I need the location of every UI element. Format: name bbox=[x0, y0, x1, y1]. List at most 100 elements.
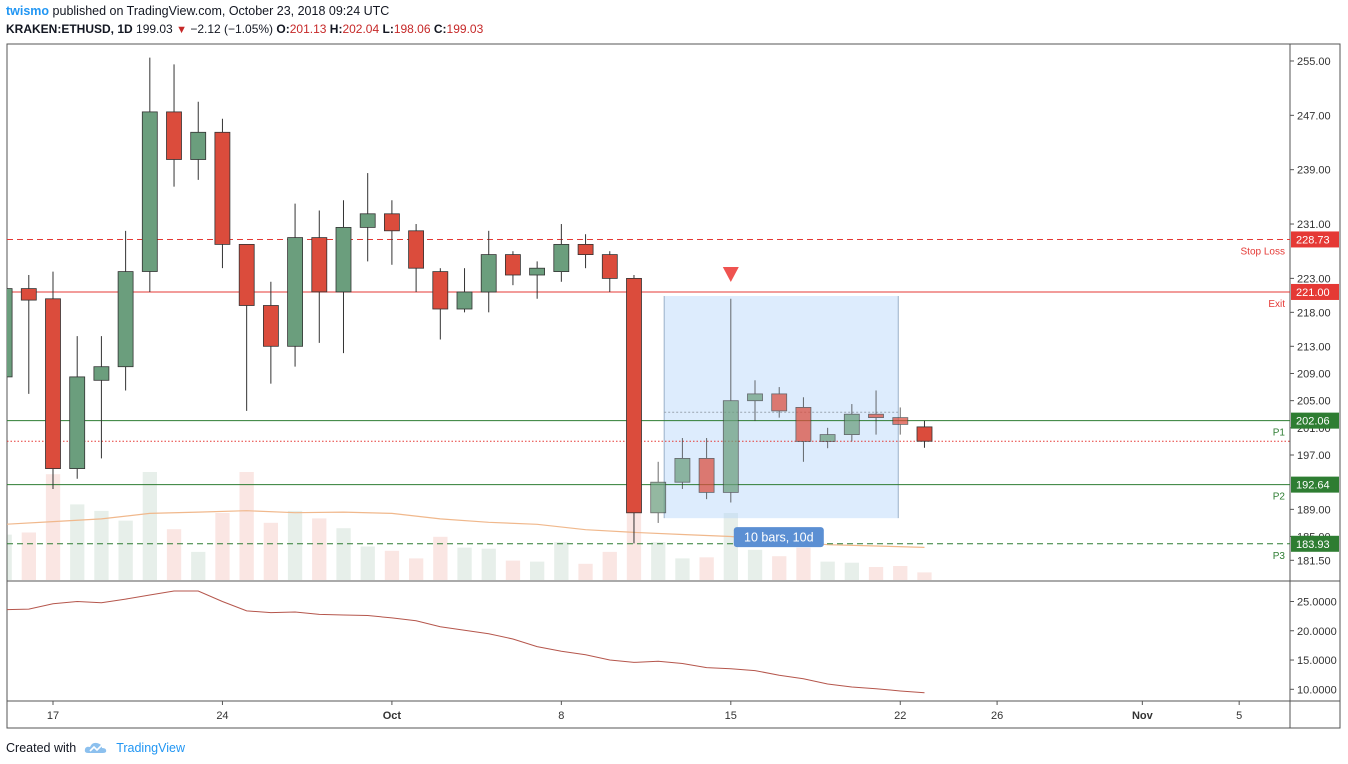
candle bbox=[892, 407, 909, 435]
volume-bar bbox=[675, 558, 690, 580]
candle-body bbox=[892, 417, 909, 425]
candle bbox=[262, 281, 279, 384]
candle-body bbox=[190, 131, 207, 160]
volume-bar bbox=[481, 548, 496, 580]
volume-bar bbox=[796, 547, 811, 580]
candle bbox=[795, 397, 812, 462]
time-tick-label: 5 bbox=[1236, 710, 1242, 722]
volume-bar bbox=[7, 534, 12, 580]
candle bbox=[698, 438, 715, 500]
candle bbox=[577, 234, 594, 269]
candle bbox=[359, 173, 376, 262]
level-name: P2 bbox=[1273, 492, 1286, 503]
tradingview-cloud-icon bbox=[84, 742, 107, 753]
price-tag-label: 202.06 bbox=[1296, 416, 1330, 428]
candle bbox=[141, 57, 158, 292]
time-tick-label: 8 bbox=[558, 710, 564, 722]
candle-body bbox=[795, 406, 812, 442]
price-tick-label: 247.00 bbox=[1297, 110, 1331, 122]
volume-bar bbox=[384, 550, 400, 580]
price-tag-label: 228.73 bbox=[1296, 234, 1330, 246]
candle bbox=[45, 271, 61, 489]
candle-body bbox=[359, 213, 376, 228]
osc-tick-label: 10.0000 bbox=[1297, 684, 1337, 696]
candle bbox=[529, 261, 545, 299]
price-tick-label: 197.00 bbox=[1297, 450, 1331, 462]
volume-bar bbox=[336, 528, 351, 580]
price-change: −2.12 (−1.05%) bbox=[190, 22, 274, 36]
osc-tick-label: 20.0000 bbox=[1297, 626, 1337, 638]
candle-body bbox=[45, 298, 61, 469]
price-tag-box bbox=[1291, 283, 1339, 300]
candle bbox=[432, 268, 449, 340]
price-tick-label: 231.00 bbox=[1297, 219, 1331, 231]
candle bbox=[868, 390, 884, 435]
ohlc-legend: KRAKEN:ETHUSD, 1D 199.03 ▼ −2.12 (−1.05%… bbox=[6, 22, 483, 36]
candle bbox=[335, 200, 352, 354]
candle bbox=[20, 274, 37, 394]
candle bbox=[601, 251, 618, 292]
candle bbox=[166, 64, 182, 187]
candle-body bbox=[311, 237, 328, 293]
candle bbox=[383, 200, 400, 265]
volume-bar bbox=[868, 567, 884, 580]
price-tag-label: 192.64 bbox=[1296, 480, 1330, 492]
candle bbox=[311, 210, 328, 343]
volume-bar bbox=[893, 566, 908, 580]
volume-bar bbox=[844, 562, 859, 580]
symbol-label[interactable]: KRAKEN:ETHUSD, 1D bbox=[6, 22, 133, 36]
candle-body bbox=[287, 237, 304, 347]
high-value: 202.04 bbox=[342, 22, 380, 36]
oscillator-pane bbox=[7, 590, 925, 694]
price-tick-label: 189.00 bbox=[1297, 504, 1331, 516]
volume-bar bbox=[142, 472, 157, 580]
low-label: L: bbox=[382, 22, 394, 36]
tradingview-link[interactable]: TradingView bbox=[116, 741, 185, 755]
price-tag-box bbox=[1291, 535, 1339, 552]
level-name: P3 bbox=[1273, 551, 1286, 562]
candle-body bbox=[553, 243, 570, 272]
price-tick-label: 255.00 bbox=[1297, 56, 1331, 68]
candle-body bbox=[456, 291, 473, 310]
candle bbox=[93, 336, 110, 459]
price-tag-label: 221.00 bbox=[1296, 287, 1330, 299]
candle-body bbox=[650, 481, 667, 514]
volume-bar bbox=[94, 510, 109, 580]
candle-body bbox=[432, 271, 449, 310]
candle bbox=[7, 288, 13, 378]
volume-bar bbox=[166, 529, 182, 580]
candle-body bbox=[504, 254, 521, 276]
candle bbox=[674, 438, 691, 489]
candle-body bbox=[480, 254, 497, 293]
price-tick-label: 181.50 bbox=[1297, 555, 1331, 567]
price-tick-label: 209.00 bbox=[1297, 368, 1331, 380]
volume-bar bbox=[263, 522, 278, 580]
volume-bar bbox=[457, 547, 472, 580]
volume-bar bbox=[191, 551, 206, 580]
volume-bar bbox=[45, 474, 61, 580]
candle bbox=[117, 230, 134, 391]
candle bbox=[456, 268, 473, 313]
time-tick-label: 17 bbox=[47, 710, 59, 722]
volume-bar bbox=[239, 472, 254, 580]
publish-info: published on TradingView.com, October 23… bbox=[52, 4, 390, 18]
open-label: O: bbox=[276, 22, 290, 36]
candle-body bbox=[626, 277, 642, 514]
high-label: H: bbox=[329, 22, 343, 36]
volume-bar bbox=[312, 518, 327, 580]
candle bbox=[626, 274, 642, 544]
candle-body bbox=[843, 413, 860, 436]
price-tick-label: 218.00 bbox=[1297, 307, 1331, 319]
range-label-box bbox=[733, 527, 824, 548]
candle bbox=[287, 203, 304, 367]
osc-tick-label: 25.0000 bbox=[1297, 596, 1337, 608]
candle-body bbox=[141, 111, 158, 272]
candle-body bbox=[577, 243, 594, 255]
candle-body bbox=[868, 413, 884, 419]
candle bbox=[747, 380, 763, 422]
chart-header: twismo published on TradingView.com, Oct… bbox=[6, 3, 1342, 43]
candle-body bbox=[69, 376, 86, 469]
author-link[interactable]: twismo bbox=[6, 4, 50, 18]
candle bbox=[650, 461, 667, 523]
